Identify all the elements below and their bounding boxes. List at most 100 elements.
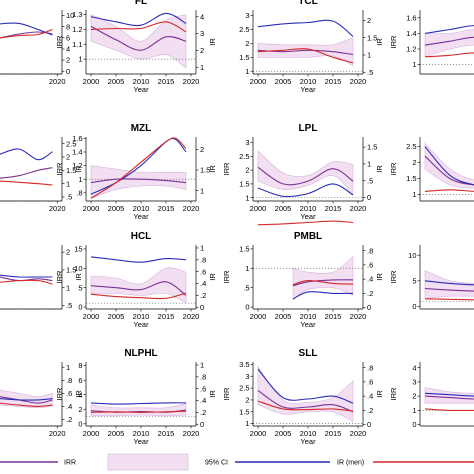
y2-axis-label: IR bbox=[208, 165, 217, 173]
left-tick-label: 0 bbox=[78, 303, 82, 312]
panel-partial-12: .2 .4 .6 .8 1 2020 IR bbox=[0, 362, 83, 438]
left-tick-label: 1 bbox=[412, 190, 416, 199]
right-tick-label: .8 bbox=[367, 246, 373, 255]
left-tick-label: 1 bbox=[245, 67, 249, 76]
series-line-women-14 bbox=[257, 400, 354, 412]
x-tick-label: 2000 bbox=[250, 312, 267, 321]
series-line-irr-4 bbox=[0, 167, 53, 179]
left-tick-label: 2.5 bbox=[239, 152, 249, 161]
right-tick-label: .2 bbox=[200, 408, 206, 417]
x-tick-label: 2010 bbox=[133, 312, 150, 321]
series-line-irr-10 bbox=[292, 279, 354, 287]
right-tick-label: 2 bbox=[367, 16, 371, 25]
right-tick-label: 1 bbox=[66, 179, 70, 188]
right-tick-label: .6 bbox=[200, 267, 206, 276]
x-tick-label: 2005 bbox=[108, 77, 125, 86]
left-tick-label: 1 bbox=[78, 55, 82, 64]
y-axis-label: IRR bbox=[222, 162, 231, 176]
x-axis-label: Year bbox=[133, 320, 149, 329]
right-tick-label: .4 bbox=[200, 279, 206, 288]
x-axis-label: Year bbox=[300, 212, 316, 221]
series-line-women-8 bbox=[0, 279, 53, 285]
right-tick-label: 1 bbox=[367, 160, 371, 169]
left-tick-label: 1.4 bbox=[406, 29, 416, 38]
y-axis-label: IRR bbox=[55, 162, 64, 176]
left-tick-label: 1 bbox=[245, 193, 249, 202]
x-tick-label: 2015 bbox=[158, 429, 175, 438]
right-tick-label: 1 bbox=[200, 186, 204, 195]
left-tick-label: 3 bbox=[245, 11, 249, 20]
x-tick-label: 2000 bbox=[250, 77, 267, 86]
y-axis-label: IRR bbox=[55, 270, 64, 284]
series-line-men-15 bbox=[424, 392, 474, 397]
series-line-irr-7 bbox=[424, 155, 474, 186]
y2-axis-label: IR bbox=[375, 390, 384, 398]
panel-partial-8: .5 1 1.5 2 0 5 IR bbox=[0, 245, 83, 310]
right-tick-label: 1 bbox=[66, 283, 70, 292]
x-tick-label: 2020 bbox=[49, 77, 66, 86]
right-tick-label: 1 bbox=[200, 361, 204, 370]
right-tick-label: 0 bbox=[367, 303, 371, 312]
x-tick-label: 2005 bbox=[275, 312, 292, 321]
x-tick-label: 2015 bbox=[325, 429, 342, 438]
left-tick-label: 3 bbox=[412, 378, 416, 387]
x-axis-label: Year bbox=[300, 437, 316, 446]
x-tick-label: 2005 bbox=[275, 204, 292, 213]
left-tick-label: 1 bbox=[78, 175, 82, 184]
right-tick-label: 4 bbox=[66, 45, 70, 54]
panel-partial-11: 0 5 10 IRR bbox=[389, 245, 474, 311]
x-tick-label: 2020 bbox=[49, 204, 66, 213]
right-tick-label: .2 bbox=[200, 291, 206, 300]
left-tick-label: 3 bbox=[245, 138, 249, 147]
y2-axis-label: IR bbox=[375, 38, 384, 46]
left-tick-label: 1.5 bbox=[239, 244, 249, 253]
left-tick-label: 5 bbox=[412, 276, 416, 285]
series-line-men-10 bbox=[292, 291, 354, 300]
x-tick-label: 2020 bbox=[183, 204, 200, 213]
x-axis-label: Year bbox=[133, 437, 149, 446]
series-line-men-9 bbox=[90, 256, 187, 263]
left-tick-label: 1.5 bbox=[239, 179, 249, 188]
right-tick-label: 0 bbox=[200, 303, 204, 312]
y2-axis-label: IR bbox=[74, 390, 83, 398]
right-tick-label: 3 bbox=[200, 29, 204, 38]
ci-band-14 bbox=[257, 365, 354, 422]
right-tick-label: .2 bbox=[367, 289, 373, 298]
right-tick-label: .6 bbox=[66, 389, 72, 398]
right-tick-label: 10 bbox=[66, 11, 74, 20]
x-tick-label: 2010 bbox=[133, 204, 150, 213]
x-tick-label: 2005 bbox=[108, 312, 125, 321]
series-line-women-1 bbox=[90, 21, 187, 33]
x-tick-label: 2020 bbox=[350, 77, 367, 86]
x-tick-label: 2020 bbox=[350, 204, 367, 213]
right-tick-label: 1 bbox=[66, 363, 70, 372]
x-tick-label: 2005 bbox=[275, 77, 292, 86]
left-tick-label: 6 bbox=[78, 376, 82, 385]
x-tick-label: 2000 bbox=[250, 429, 267, 438]
series-line-women-10 bbox=[292, 280, 354, 286]
series-line-irr-3 bbox=[424, 36, 474, 46]
x-axis-label: Year bbox=[300, 320, 316, 329]
x-tick-label: 2010 bbox=[300, 204, 317, 213]
panel-tcl: 1 1.5 2 2.5 3 .5 1 1.5 2 2000 2005 2010 2015 2020 TCL Y… bbox=[239, 0, 384, 94]
right-tick-label: 2 bbox=[66, 153, 70, 162]
right-tick-label: .2 bbox=[367, 406, 373, 415]
left-tick-label: 1.6 bbox=[72, 134, 82, 143]
series-line-men-12 bbox=[0, 398, 53, 401]
x-axis-label: Year bbox=[133, 85, 149, 94]
left-tick-label: 1.5 bbox=[239, 407, 249, 416]
left-tick-label: 10 bbox=[74, 264, 82, 273]
panel-title: SLL bbox=[299, 348, 318, 359]
series-line-irr-15 bbox=[424, 395, 474, 400]
y-axis-label: IRR bbox=[389, 162, 398, 176]
left-tick-label: 2.5 bbox=[239, 25, 249, 34]
series-line-women-13 bbox=[90, 410, 187, 413]
y2-axis-label: IR bbox=[208, 390, 217, 398]
y-axis-label: IRR bbox=[389, 35, 398, 49]
x-tick-label: 2010 bbox=[133, 77, 150, 86]
right-tick-label: .5 bbox=[66, 301, 72, 310]
left-tick-label: 0 bbox=[245, 303, 249, 312]
ci-band-10 bbox=[292, 255, 354, 300]
